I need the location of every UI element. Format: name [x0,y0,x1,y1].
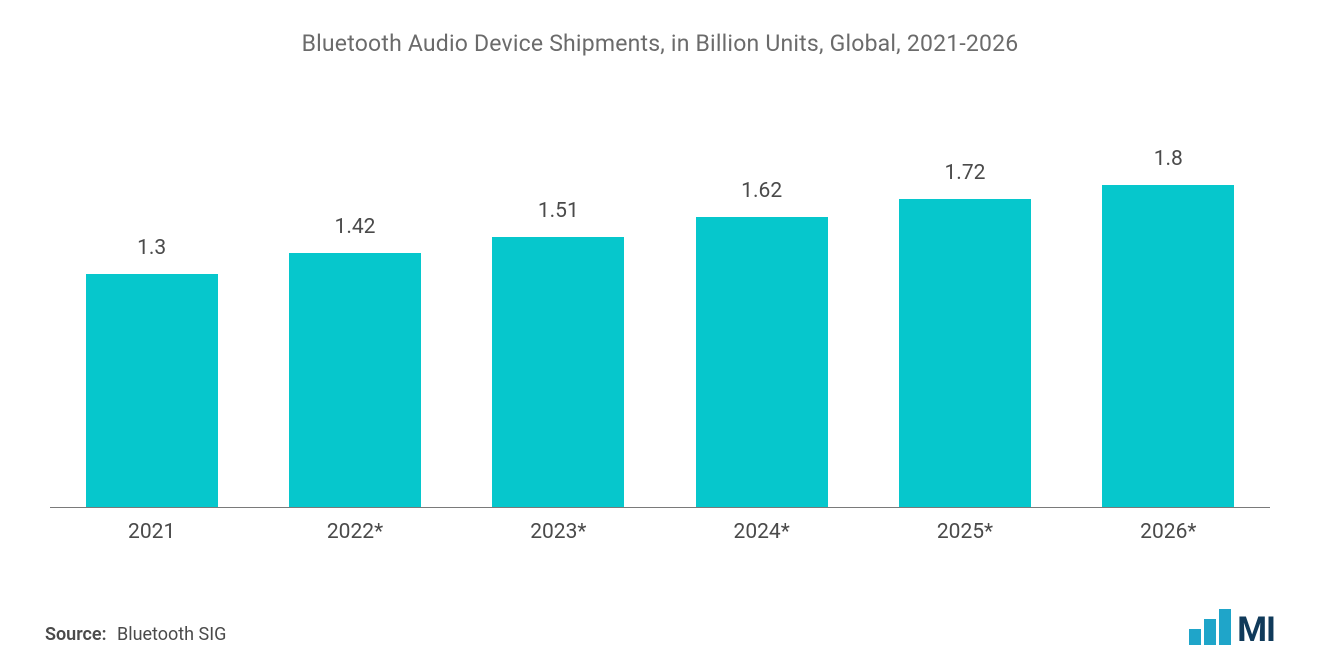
logo-bar [1219,609,1231,645]
bar [899,199,1031,507]
bar-group: 1.3 [50,117,253,507]
bar [696,217,828,507]
bar [289,253,421,507]
source-label: Source: [45,624,107,645]
bar-group: 1.42 [253,117,456,507]
bar-value-label: 1.51 [538,199,579,223]
x-axis-label: 2026* [1067,520,1270,544]
bar-group: 1.51 [457,117,660,507]
bar [492,237,624,507]
bar [86,274,218,507]
x-axis-label: 2022* [253,520,456,544]
logo-text: MI [1237,616,1275,645]
bar-value-label: 1.8 [1154,147,1183,171]
x-axis-labels: 20212022*2023*2024*2025*2026* [45,508,1275,544]
logo-bar [1204,619,1216,645]
x-axis-label: 2021 [50,520,253,544]
chart-footer: Source: Bluetooth SIG MI [45,609,1275,645]
brand-logo: MI [1189,609,1275,645]
bar-group: 1.8 [1067,117,1270,507]
bar-value-label: 1.62 [741,179,782,203]
x-axis-label: 2024* [660,520,863,544]
bar [1102,185,1234,507]
bar-value-label: 1.72 [945,161,986,185]
logo-bar [1189,629,1201,645]
chart-plot-area: 1.3 1.42 1.51 1.62 1.72 1.8 [45,117,1275,507]
bar-group: 1.72 [863,117,1066,507]
bar-value-label: 1.42 [335,215,376,239]
x-axis-label: 2023* [457,520,660,544]
x-axis-label: 2025* [863,520,1066,544]
bar-group: 1.62 [660,117,863,507]
chart-title: Bluetooth Audio Device Shipments, in Bil… [45,30,1275,57]
bar-value-label: 1.3 [137,236,166,260]
source-value: Bluetooth SIG [117,624,226,645]
logo-bars-icon [1189,609,1231,645]
source-attribution: Source: Bluetooth SIG [45,624,226,645]
